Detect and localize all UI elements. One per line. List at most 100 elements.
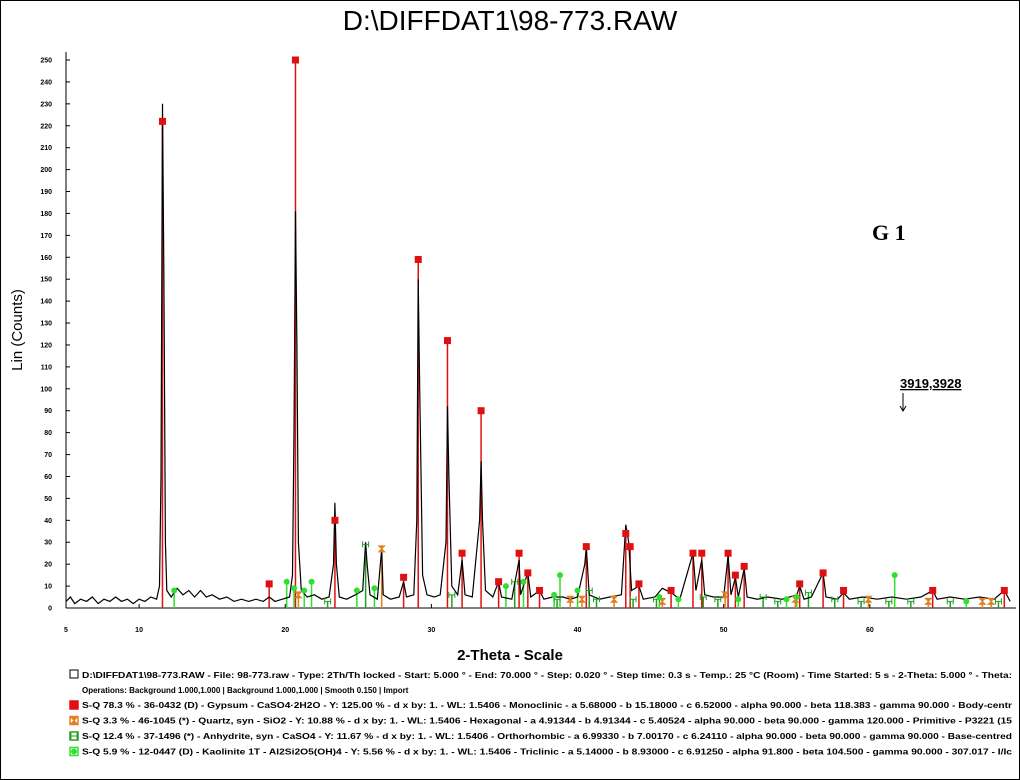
x-tick-label: 10 xyxy=(135,627,143,634)
peak-marker xyxy=(658,597,667,605)
peak-marker xyxy=(907,598,915,605)
peak-marker xyxy=(731,571,739,579)
sample-label: G 1 xyxy=(872,220,906,245)
peak-marker xyxy=(699,594,707,601)
peak-marker xyxy=(724,549,732,557)
peak-marker xyxy=(609,595,619,603)
peak-marker xyxy=(265,580,273,588)
y-tick-label: 120 xyxy=(40,342,52,349)
peak-marker xyxy=(698,549,706,557)
peak-marker xyxy=(574,587,581,594)
peak-marker xyxy=(622,529,630,537)
peak-marker xyxy=(885,598,893,605)
legend-entry: S-Q 5.9 % - 12-0447 (D) - Kaolinite 1T -… xyxy=(82,748,1013,757)
peak-marker xyxy=(864,595,873,603)
peak-marker xyxy=(675,596,682,603)
peak-marker xyxy=(796,580,804,588)
peak-marker xyxy=(735,596,742,603)
y-tick-label: 40 xyxy=(44,518,52,525)
peak-marker xyxy=(891,572,898,579)
legend-entry: S-Q 78.3 % - 36-0432 (D) - Gypsum - CaSO… xyxy=(82,701,1012,710)
peak-marker xyxy=(986,597,996,605)
x-tick-label: 60 xyxy=(866,627,874,634)
peak-marker xyxy=(924,597,933,605)
y-tick-label: 110 xyxy=(41,364,52,371)
legend-entry: Operations: Background 1.000,1.000 | Bac… xyxy=(82,686,409,695)
peak-marker xyxy=(458,549,466,557)
y-tick-label: 200 xyxy=(40,167,52,174)
peak-marker xyxy=(283,578,290,585)
cursor-readout: 3919,3928 xyxy=(900,376,961,391)
peak-marker xyxy=(477,407,485,415)
peak-marker xyxy=(720,591,730,599)
legend-entry: S-Q 12.4 % - 37-1496 (*) - Anhydrite, sy… xyxy=(82,732,1012,741)
peak-marker xyxy=(308,578,315,585)
peak-marker xyxy=(324,598,332,605)
y-tick-label: 30 xyxy=(44,540,52,547)
peak-marker xyxy=(626,543,634,551)
peak-marker xyxy=(804,589,812,596)
peak-marker xyxy=(294,591,303,599)
x-tick-label: 50 xyxy=(720,627,728,634)
peak-marker xyxy=(857,598,865,605)
peak-marker xyxy=(301,587,308,594)
peak-marker xyxy=(557,572,563,579)
peak-marker xyxy=(443,337,451,345)
peak-marker xyxy=(524,569,532,577)
legend-marker xyxy=(70,701,78,709)
peak-marker xyxy=(414,255,422,263)
peak-marker xyxy=(566,595,575,603)
y-tick-label: 240 xyxy=(40,79,52,86)
y-tick-label: 70 xyxy=(44,452,52,459)
peak-marker xyxy=(577,595,587,603)
y-tick-label: 140 xyxy=(40,299,52,306)
peak-marker xyxy=(667,586,675,594)
y-tick-label: 250 xyxy=(40,58,52,65)
y-tick-label: 210 xyxy=(40,145,52,152)
y-tick-label: 230 xyxy=(40,101,52,108)
peak-marker xyxy=(585,587,593,594)
y-tick-label: 80 xyxy=(44,430,52,437)
scan-line xyxy=(65,103,1011,605)
legend-marker xyxy=(71,748,77,755)
chart-title: D:\DIFFDAT1\98-773.RAW xyxy=(343,5,678,36)
peak-marker xyxy=(291,56,299,64)
peak-marker xyxy=(515,549,523,557)
y-tick-label: 130 xyxy=(40,321,52,328)
peak-marker xyxy=(978,597,987,605)
legend-entry: D:\DIFFDAT1\98-773.RAW - File: 98-773.ra… xyxy=(82,671,1012,680)
peak-marker xyxy=(400,573,408,581)
peak-marker xyxy=(593,596,601,603)
peak-marker xyxy=(551,591,558,598)
y-tick-label: 180 xyxy=(40,211,52,218)
y-tick-label: 0 xyxy=(48,606,52,613)
peak-marker xyxy=(929,586,937,594)
cursor-arrow xyxy=(899,393,907,412)
legend-icon xyxy=(69,669,79,679)
legend-marker xyxy=(69,717,79,724)
peak-marker xyxy=(448,591,456,598)
peak-marker xyxy=(963,598,970,605)
peak-marker xyxy=(840,586,848,594)
peak-marker xyxy=(520,578,527,585)
y-tick-label: 10 xyxy=(44,584,52,591)
peak-marker xyxy=(656,594,663,601)
y-tick-label: 220 xyxy=(40,123,52,130)
y-tick-label: 160 xyxy=(40,255,52,262)
peak-marker xyxy=(1000,586,1008,594)
peak-marker xyxy=(495,578,503,586)
peak-marker xyxy=(994,598,1002,605)
y-tick-label: 100 xyxy=(40,386,52,393)
peak-marker xyxy=(831,596,839,603)
peak-marker xyxy=(819,569,827,577)
y-axis-label: Lin (Counts) xyxy=(9,289,26,371)
x-tick-label: 40 xyxy=(574,627,582,634)
peak-marker xyxy=(511,578,519,585)
peak-marker xyxy=(759,594,767,601)
x-tick-label: 30 xyxy=(427,627,435,634)
peak-marker xyxy=(689,549,697,557)
y-tick-label: 60 xyxy=(44,474,52,481)
peak-marker xyxy=(783,596,790,603)
